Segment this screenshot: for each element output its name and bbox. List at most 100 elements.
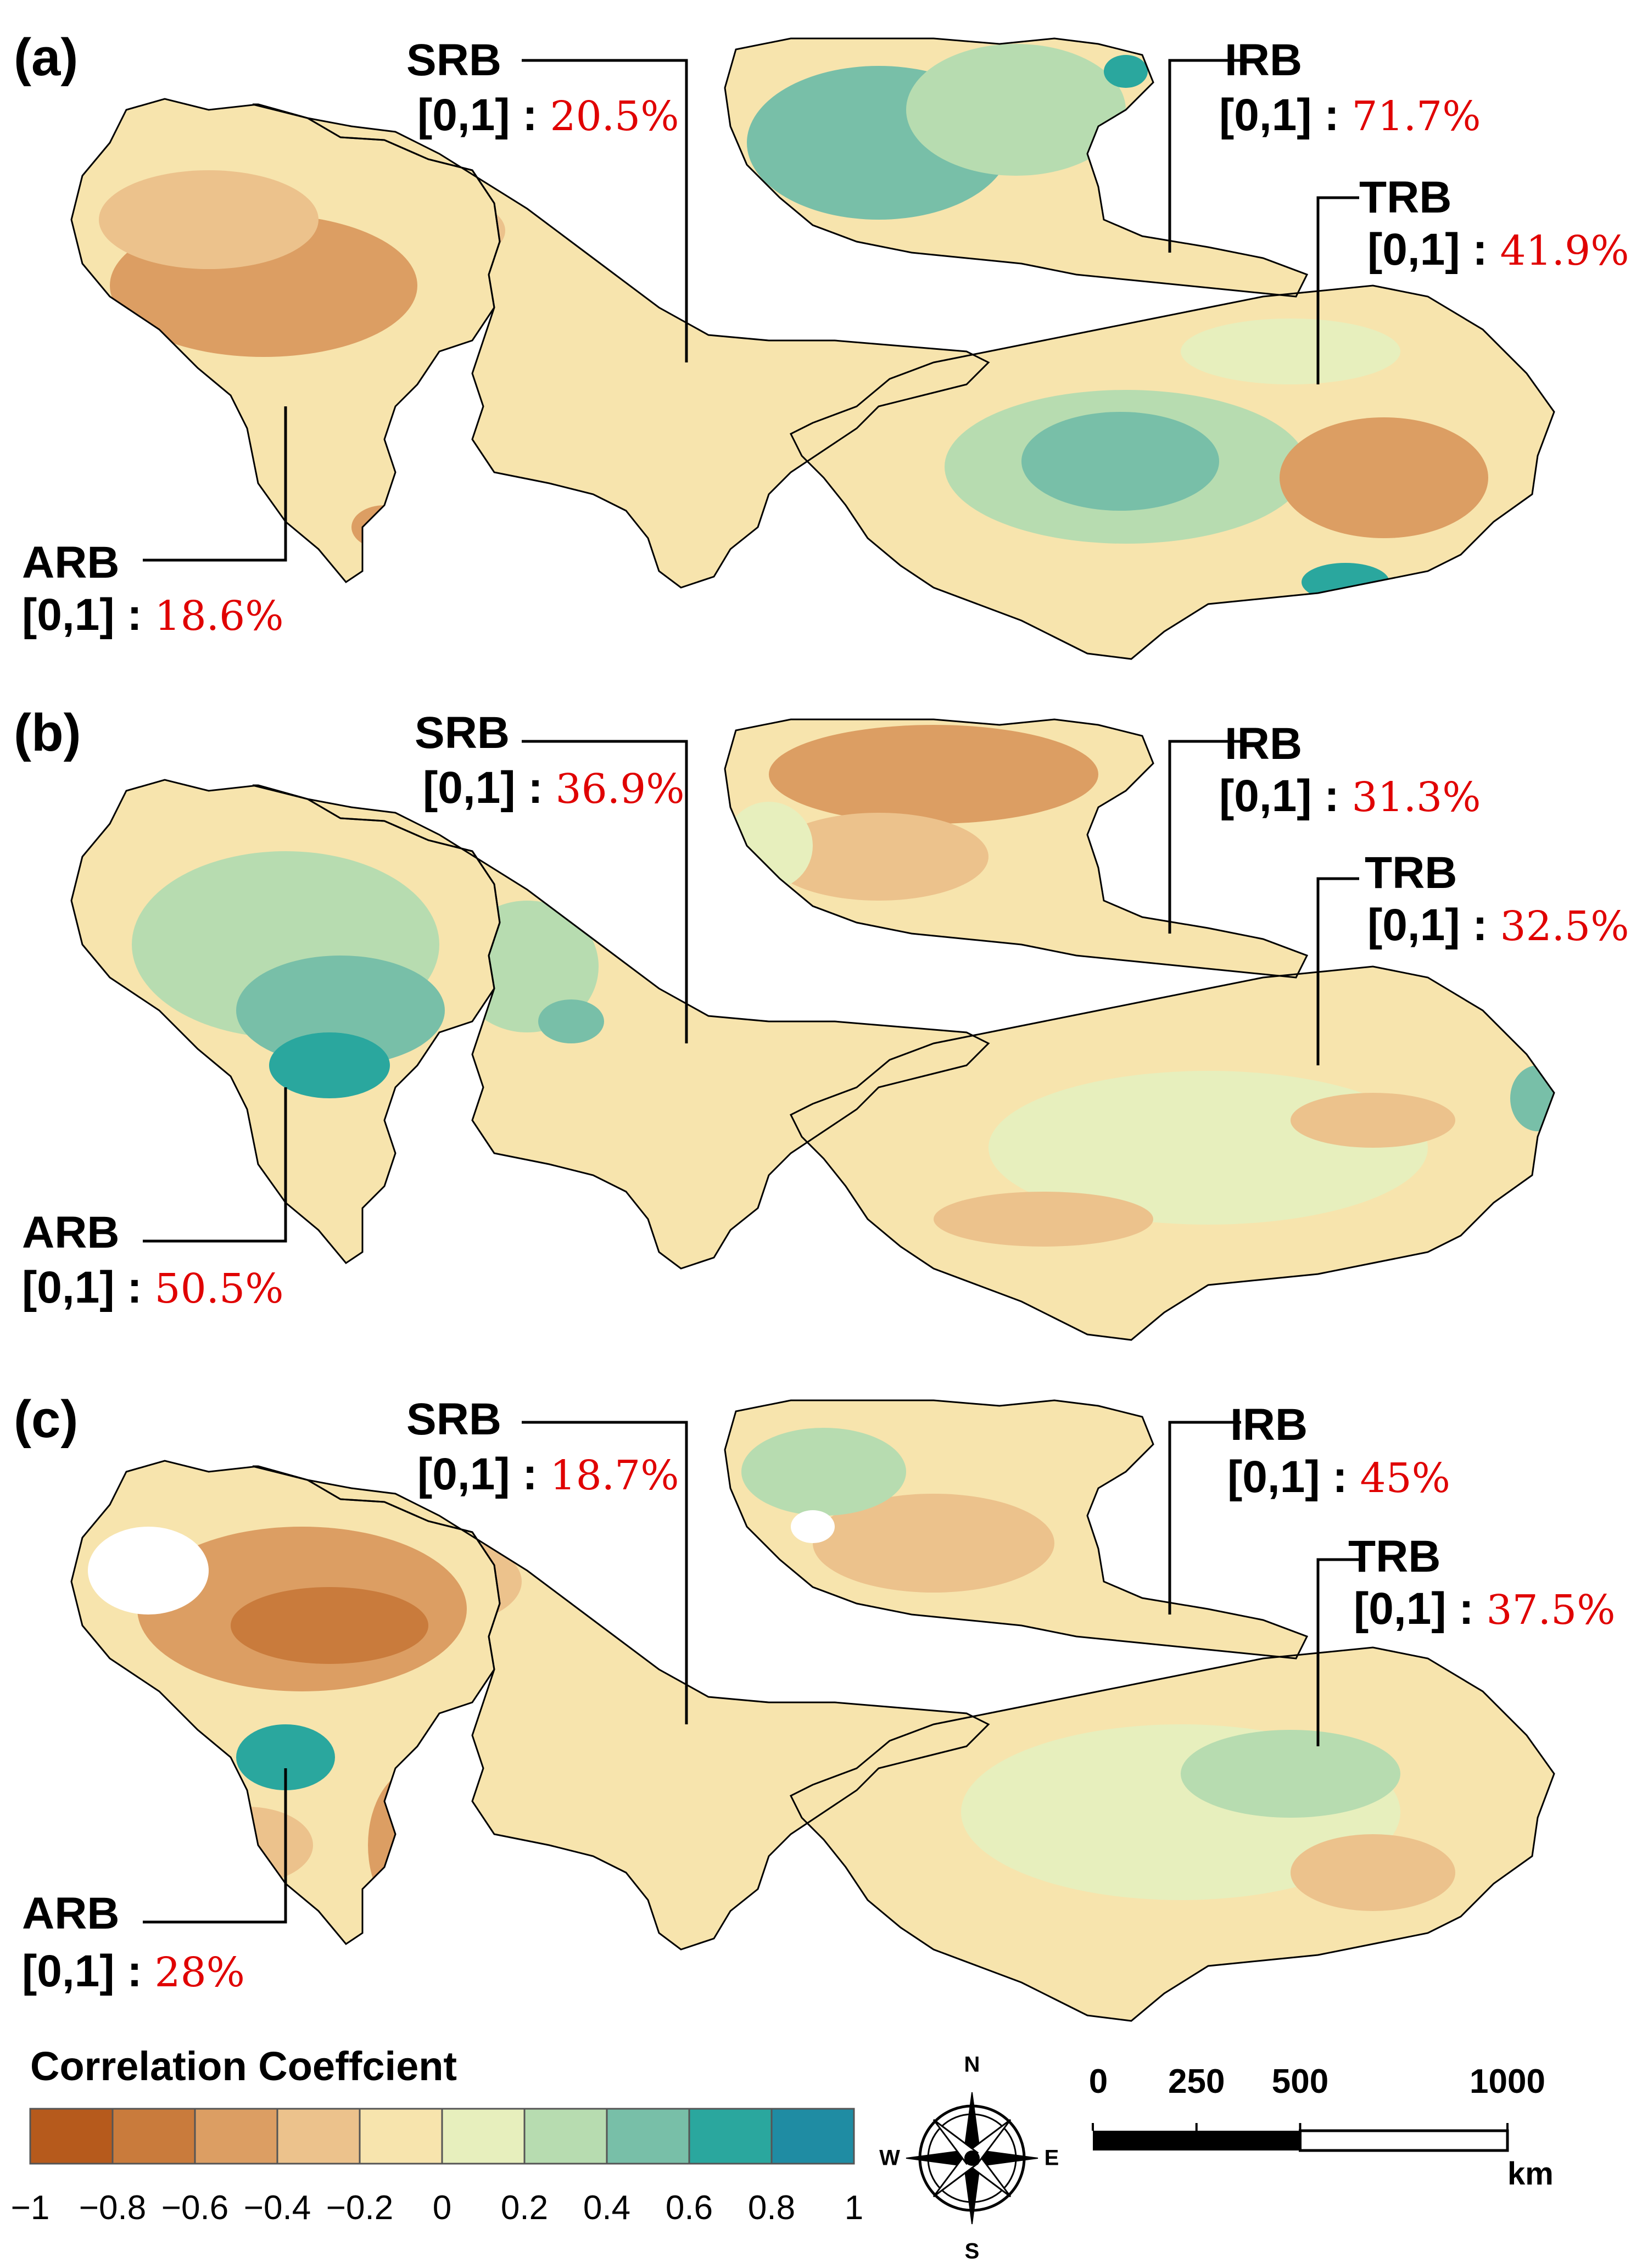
irb-basin-outline <box>724 1399 1309 1660</box>
range-text: [0,1] <box>417 1449 510 1499</box>
irb-leader-line <box>1168 1421 1241 1615</box>
legend-tick-label: −1 <box>10 2189 50 2227</box>
trb-basin-outline <box>789 284 1555 660</box>
trb-pattern <box>1181 319 1400 384</box>
trb-code: TRB <box>1359 172 1452 222</box>
irb-pattern <box>741 1428 906 1516</box>
legend-tick-label: 0.6 <box>665 2189 713 2227</box>
legend-swatch <box>276 2108 361 2165</box>
correlation-patch <box>1291 1834 1455 1911</box>
correlation-patch <box>1280 417 1488 538</box>
legend-swatch <box>523 2108 608 2165</box>
irb-code: IRB <box>1225 719 1303 769</box>
scale-tick-label: 500 <box>1271 2063 1329 2101</box>
compass-icon <box>906 2092 1038 2225</box>
panel-a: (a) SRB [0,1] : 20.5% IRB [0,1] : 71.7% … <box>0 0 1642 681</box>
arb-leader-line <box>143 1768 287 1924</box>
range-text: [0,1] <box>1219 90 1312 140</box>
compass-e: E <box>1044 2146 1059 2170</box>
scale-bar-filled <box>1093 2131 1300 2150</box>
legend-tick-label: 0 <box>432 2189 452 2227</box>
arb-stat: [0,1] : 50.5% <box>22 1263 284 1314</box>
pct-value: 71.7% <box>1351 93 1481 140</box>
srb-leader-line <box>522 59 688 362</box>
range-text: [0,1] <box>417 90 510 140</box>
irb-pattern <box>1104 55 1148 88</box>
srb-basin-outline <box>252 784 990 1270</box>
arb-stat: [0,1] : 18.6% <box>22 590 284 641</box>
trb-pattern <box>1181 1730 1400 1818</box>
legend-tick-label: −0.6 <box>161 2189 229 2227</box>
irb-basin-outline <box>724 718 1309 979</box>
sep-text: : <box>1320 1452 1360 1502</box>
trb-basin-outline <box>789 965 1555 1341</box>
trb-pattern <box>934 1192 1153 1247</box>
scale-bar-empty <box>1299 2129 1509 2152</box>
irb-pattern <box>791 1510 835 1543</box>
srb-stat: [0,1] : 20.5% <box>417 91 679 141</box>
irb-pattern <box>769 725 1098 824</box>
scale-tick-label: 1000 <box>1470 2063 1545 2101</box>
map-panel-c <box>70 1399 1555 2022</box>
legend-tick-label: −0.4 <box>243 2189 311 2227</box>
panel-c: (c) SRB [0,1] : 18.7% IRB [0,1] : 45% TR… <box>0 1362 1642 2043</box>
irb-leader-line <box>1168 59 1241 253</box>
range-text: [0,1] <box>1367 225 1460 275</box>
trb-pattern <box>1291 1093 1455 1148</box>
arb-stat: [0,1] : 28% <box>22 1947 245 1997</box>
compass-w: W <box>879 2146 900 2170</box>
legend-tick-label: −0.2 <box>326 2189 394 2227</box>
irb-stat: [0,1] : 31.3% <box>1219 772 1481 822</box>
range-text: [0,1] <box>22 1263 115 1312</box>
legend-swatch <box>688 2108 773 2165</box>
range-text: [0,1] <box>1354 1584 1446 1634</box>
legend-swatch <box>441 2108 526 2165</box>
srb-leader-line <box>522 1421 688 1724</box>
sep-text: : <box>1311 90 1352 140</box>
irb-basin-outline <box>724 37 1309 298</box>
arb-pattern <box>88 1527 209 1615</box>
arb-pattern <box>236 956 445 1065</box>
pct-value: 45% <box>1360 1455 1450 1502</box>
trb-pattern <box>1021 412 1219 511</box>
correlation-patch <box>906 44 1126 176</box>
sep-text: : <box>510 1449 550 1499</box>
arb-pattern <box>231 1587 428 1664</box>
correlation-patch <box>1291 1093 1455 1148</box>
trb-leader-line <box>1316 877 1359 1065</box>
irb-pattern <box>906 44 1126 176</box>
pct-value: 18.6% <box>154 593 284 640</box>
legend-tick-label: 0.2 <box>500 2189 549 2227</box>
sep-text: : <box>1311 771 1352 821</box>
irb-stat: [0,1] : 71.7% <box>1219 91 1481 141</box>
irb-pattern <box>769 813 988 901</box>
panel-label: (c) <box>14 1390 79 1449</box>
sep-text: : <box>515 763 556 813</box>
pct-value: 50.5% <box>154 1265 284 1312</box>
pct-value: 28% <box>154 1949 245 1996</box>
correlation-patch <box>741 1428 906 1516</box>
trb-pattern <box>1291 1834 1455 1911</box>
legend-tick-label: 1 <box>844 2189 864 2227</box>
legend-swatch <box>606 2108 690 2165</box>
trb-leader-line <box>1316 196 1359 384</box>
correlation-patch <box>1104 55 1148 88</box>
irb-code: IRB <box>1225 35 1303 85</box>
scale-bar <box>1092 2123 1509 2152</box>
sep-text: : <box>1460 225 1500 275</box>
legend-title: Correlation Coeffcient <box>30 2043 457 2089</box>
range-text: [0,1] <box>1367 900 1460 950</box>
correlation-patch <box>934 1192 1153 1247</box>
correlation-patch <box>538 999 604 1043</box>
correlation-patch <box>769 813 988 901</box>
pct-value: 20.5% <box>550 93 679 140</box>
srb-code: SRB <box>406 1394 502 1444</box>
srb-basin-fill <box>253 1466 988 1949</box>
correlation-patch <box>269 1032 390 1098</box>
irb-code: IRB <box>1230 1400 1308 1450</box>
arb-leader-line <box>143 1087 287 1243</box>
arb-leader-line <box>143 406 287 562</box>
trb-stat: [0,1] : 41.9% <box>1367 225 1629 276</box>
sep-text: : <box>114 1263 155 1312</box>
